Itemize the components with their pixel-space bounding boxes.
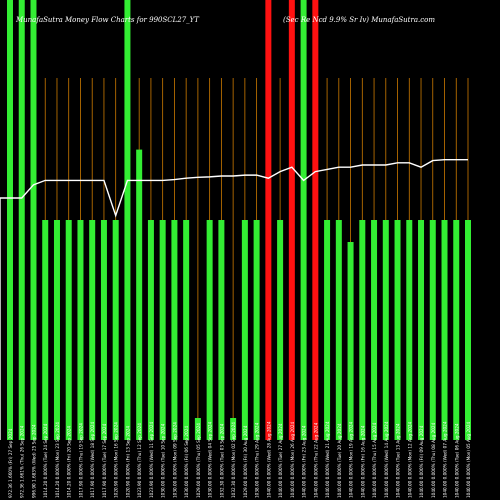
money-flow-bar [312,0,319,440]
money-flow-bar [465,220,471,440]
money-flow-bar [77,220,84,440]
money-flow-bar [241,220,248,440]
x-tick-label: 996.90 1.683% (Wed) 25 Sep 2024 [31,424,36,498]
money-flow-bar [218,220,225,440]
x-tick-label: 1040.00 0.000% (Fri) 23 Aug 2024 [302,425,307,498]
money-flow-bar [265,0,272,440]
x-tick-label: 1040.00 0.000% (Tue) 06 Aug 2024 [454,423,459,498]
x-tick-label: 1023.90 0.000% (Wed) 11 Sep 2024 [149,421,154,498]
x-tick-label: 1014.20 0.000% (Mon) 23 Sep 2024 [55,422,60,498]
money-flow-bar [124,0,131,440]
x-tick-label: 972.36 1.660% (Fri) 27 Sep 2024 [8,428,13,498]
money-flow-bar [53,220,60,440]
x-tick-label: 1020.90 0.000% (Fri) 13 Sep 2024 [125,426,130,498]
x-tick-label: 1040.00 0.000% (Mon) 05 Aug 2024 [466,421,471,498]
x-tick-label: 1029.00 0.000% (Fri) 30 Aug 2024 [243,425,248,498]
money-flow-bar [171,220,178,440]
x-tick-label: 1014.20 0.000% (Fri) 20 Sep 2024 [67,426,72,498]
x-tick-label: 1040.00 0.000% (Wed) 07 Aug 2024 [443,421,448,498]
money-flow-bar [100,220,107,440]
money-flow-bar [65,220,72,440]
money-flow-bar [89,220,96,440]
x-tick-label: 1030.00 0.000% (Mon) 09 Sep 2024 [172,422,177,498]
x-tick-label: 1040.00 0.000% (Wed) 21 Aug 2024 [325,421,330,498]
money-flow-bar [30,0,37,440]
x-tick-label: 1017.90 0.000% (Thu) 19 Sep 2024 [78,423,83,498]
money-flow-bar [194,418,201,440]
x-tick-label: 1040.00 0.000% (Tue) 20 Aug 2024 [337,423,342,498]
bar-layer [7,0,471,440]
money-flow-bar [136,149,143,440]
money-flow-bar [359,220,366,440]
x-tick-label: 1030.00 0.000% (Fri) 06 Sep 2024 [184,426,189,498]
money-flow-bar [371,220,378,440]
money-flow-bar [300,0,307,440]
money-flow-bar [394,220,401,440]
money-flow-bar [335,220,342,440]
x-tick-label: 1040.00 0.000% (Thu) 08 Aug 2024 [431,422,436,498]
money-flow-bar [441,220,448,440]
price-line [0,159,468,440]
x-tick-label: 1040.00 0.000% (Tue) 13 Aug 2024 [396,423,401,498]
x-tick-label: 1040.00 0.000% (Thu) 22 Aug 2024 [313,422,318,498]
x-tick-label: 1040.00 0.000% (Mon) 19 Aug 2024 [349,421,354,498]
money-flow-bar [406,220,413,440]
x-tick-label: 1040.00 0.000% (Wed) 28 Aug 2024 [266,421,271,498]
x-tick-label: 1040.00 0.000% (Fri) 09 Aug 2024 [419,425,424,498]
money-flow-bar [230,418,237,440]
money-flow-bar [159,220,166,440]
x-tick-label: 1040.00 0.000% (Wed) 14 Aug 2024 [384,421,389,498]
money-flow-bar [7,0,13,440]
money-flow-bar [253,220,260,440]
money-flow-bar [324,220,331,440]
money-flow-bar [147,220,154,440]
x-tick-label: 1014.20 0.000% (Tue) 24 Sep 2024 [43,423,48,498]
x-tick-label: 1017.90 0.000% (Wed) 18 Sep 2024 [90,421,95,498]
x-tick-label: 1030.00 0.000% (Wed) 04 Sep 2024 [208,421,213,498]
x-tick-label: 1017.90 0.000% (Tue) 17 Sep 2024 [102,423,107,498]
money-flow-bar [347,242,354,440]
x-tick-label: 1040.00 0.000% (Tue) 27 Aug 2024 [278,423,283,498]
x-tick-label: 1040.00 0.000% (Mon) 12 Aug 2024 [407,421,412,498]
x-tick-label: 1040.00 0.000% (Thu) 15 Aug 2024 [372,422,377,498]
x-tick-label: 1032.30 0.000% (Tue) 03 Sep 2024 [219,423,224,498]
money-flow-bar [418,220,425,440]
x-tick-label: 1030.00 0.000% (Tue) 10 Sep 2024 [161,423,166,498]
money-flow-bar [206,220,213,440]
chart-subtitle: (Sec Re Ncd 9.9% Sr Iv) MunafaSutra.com [283,16,436,24]
x-tick-label: 1040.00 0.000% (Mon) 26 Aug 2024 [290,421,295,498]
money-flow-bar [183,220,190,440]
x-tick-label: 1023.90 0.000% (Thu) 12 Sep 2024 [137,423,142,498]
money-flow-bar [382,220,389,440]
money-flow-bar [429,220,436,440]
money-flow-bar [453,220,460,440]
x-tick-label: 1020.90 0.000% (Mon) 16 Sep 2024 [114,422,119,498]
money-flow-bar [112,220,119,440]
x-tick-label: 1029.00 0.000% (Thu) 05 Sep 2024 [196,423,201,498]
label-layer: 972.36 1.660% (Fri) 27 Sep 2024 972.36 1.… [8,421,471,498]
money-flow-bar [18,0,25,440]
x-tick-label: 972.36 1.661% (Thu) 26 Sep 2024 [20,425,25,498]
money-flow-bar [277,220,284,440]
line-layer [0,159,468,440]
x-tick-label: 1032.30 0.000% (Mon) 02 Sep 2024 [231,422,236,498]
money-flow-bar [42,220,49,440]
chart-title: MunafaSutra Money Flow Charts for 990SCL… [16,16,199,24]
x-tick-label: 1040.00 0.000% (Fri) 16 Aug 2024 [360,425,365,498]
money-flow-bar [288,0,295,440]
x-tick-label: 1038.00 0.000% (Thu) 29 Aug 2024 [255,422,260,498]
